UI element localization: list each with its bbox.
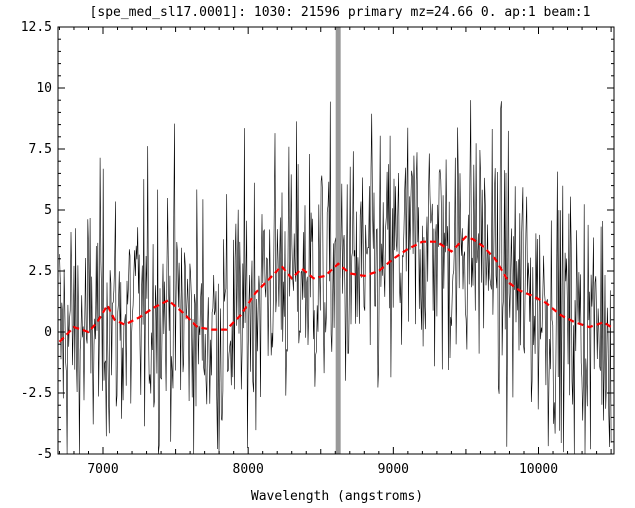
- y-tick-label: -2.5: [21, 386, 52, 401]
- spectrum-line: [59, 100, 612, 454]
- y-tick-label: 5: [44, 203, 52, 218]
- chart-title: [spe_med_sl17.0001]: 1030: 21596 primary…: [90, 5, 591, 20]
- y-tick-label: 0: [44, 325, 52, 340]
- y-tick-label: -5: [36, 447, 52, 462]
- x-tick-label: 10000: [519, 462, 558, 477]
- plot-area: [58, 27, 612, 454]
- y-tick-label: 2.5: [29, 264, 52, 279]
- x-tick-label: 8000: [233, 462, 264, 477]
- x-tick-label: 7000: [87, 462, 118, 477]
- plot-frame: [57, 26, 615, 455]
- y-tick-label: 7.5: [29, 142, 52, 157]
- y-tick-label: 12.5: [21, 20, 52, 35]
- x-axis: 7000 8000 9000 10000: [58, 27, 612, 477]
- x-axis-label: Wavelength (angstroms): [251, 489, 423, 504]
- x-tick-label: 9000: [378, 462, 409, 477]
- y-tick-label: 10: [36, 81, 52, 96]
- y-axis: -5 -2.5 0 2.5 5 7.5 10 12.5: [21, 20, 614, 462]
- smoothed-trend-line: [58, 235, 612, 343]
